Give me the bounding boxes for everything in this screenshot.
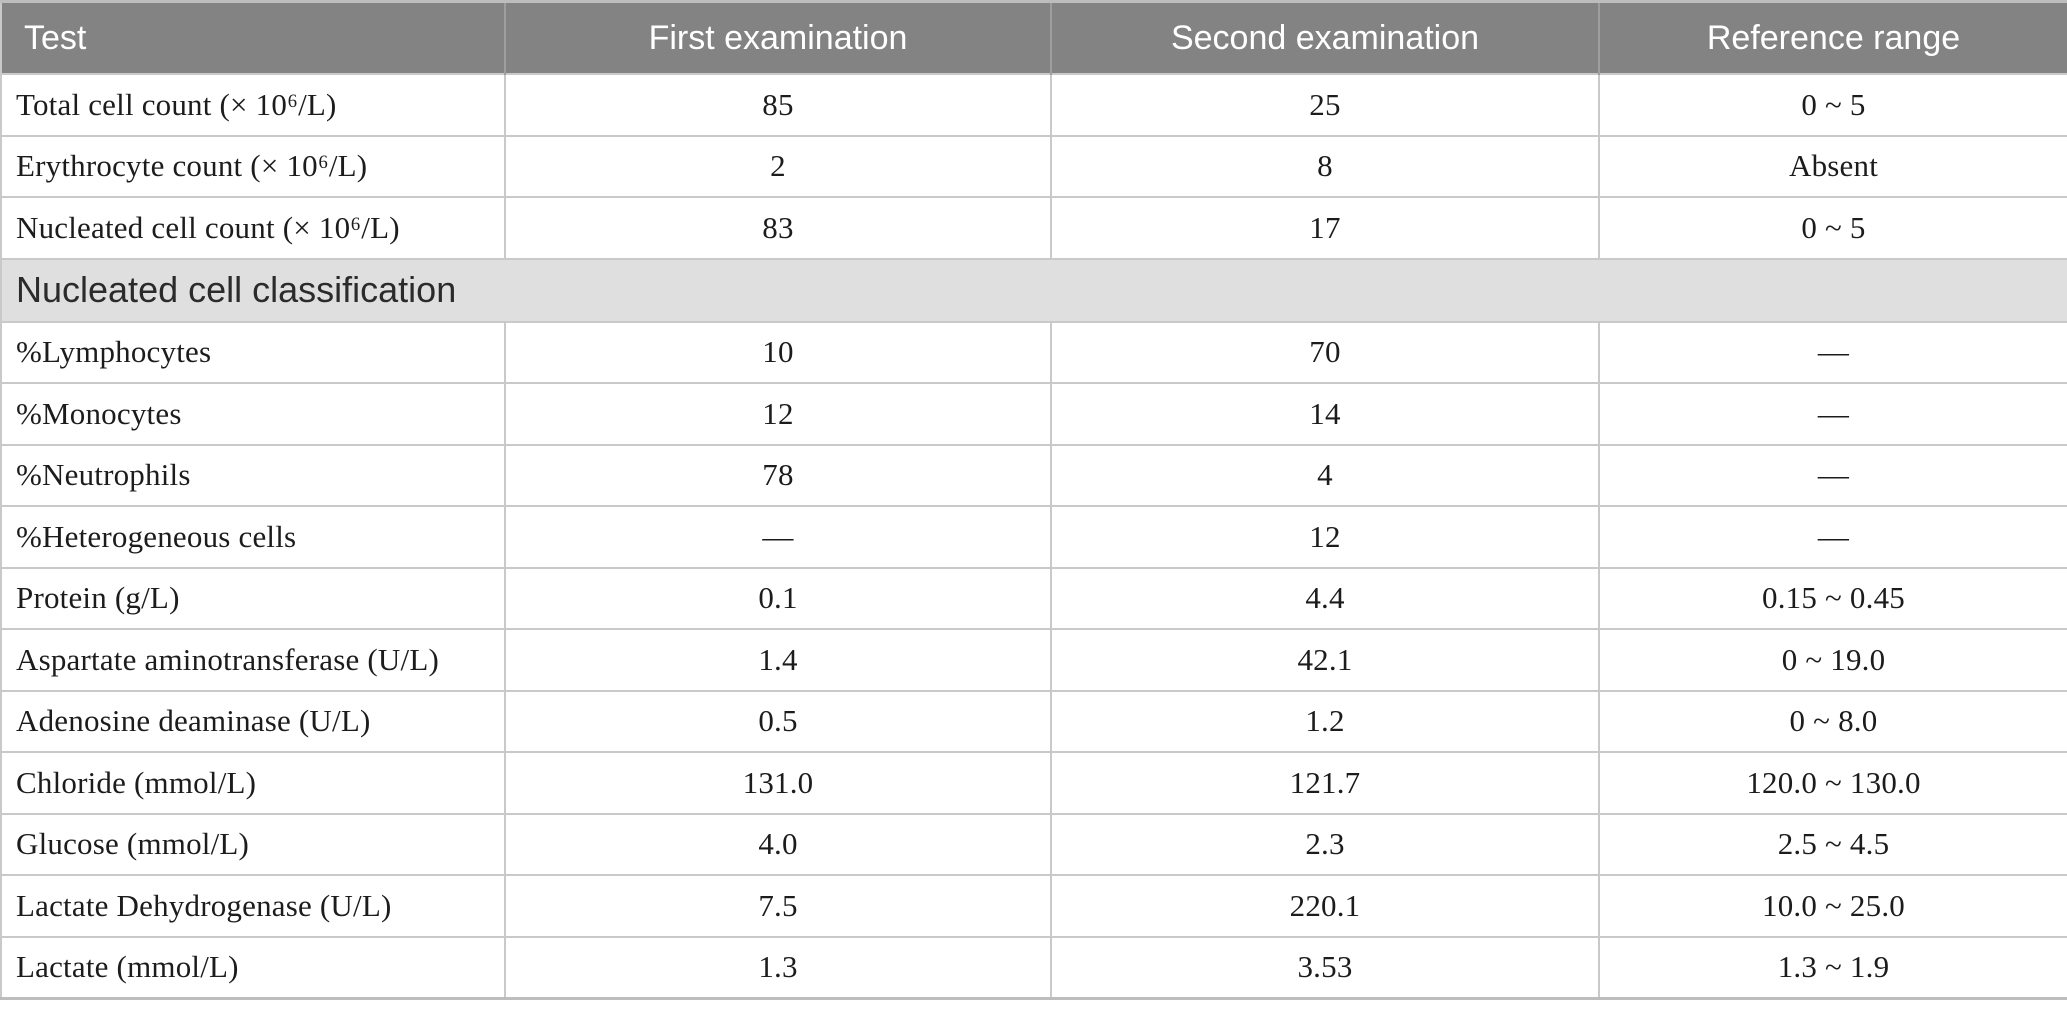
test-cell: Chloride (mmol/L) [0,751,506,815]
reference-range-cell: — [1598,505,2067,569]
second-examination-cell: 12 [1050,505,1600,569]
first-examination-cell: 1.3 [504,935,1052,1000]
first-examination-cell: 1.4 [504,628,1052,692]
table-row: Adenosine deaminase (U/L) 0.5 1.2 0 ~ 8.0 [0,689,2067,753]
second-examination-cell: 8 [1050,134,1600,198]
first-examination-cell: 12 [504,382,1052,446]
table-row: Protein (g/L) 0.1 4.4 0.15 ~ 0.45 [0,566,2067,630]
table-row: Total cell count (× 10⁶/L) 85 25 0 ~ 5 [0,73,2067,137]
reference-range-cell: 120.0 ~ 130.0 [1598,751,2067,815]
test-cell: Nucleated cell count (× 10⁶/L) [0,196,506,260]
first-examination-cell: 2 [504,134,1052,198]
second-examination-cell: 2.3 [1050,812,1600,876]
reference-range-cell: 0 ~ 19.0 [1598,628,2067,692]
test-cell: Glucose (mmol/L) [0,812,506,876]
table-body: Total cell count (× 10⁶/L) 85 25 0 ~ 5 Eryth… [0,73,2067,1000]
second-examination-cell: 4.4 [1050,566,1600,630]
test-cell: %Neutrophils [0,443,506,507]
reference-range-cell: 0 ~ 8.0 [1598,689,2067,753]
second-examination-cell: 14 [1050,382,1600,446]
first-examination-cell: 78 [504,443,1052,507]
table-row: Nucleated cell count (× 10⁶/L) 83 17 0 ~ 5 [0,196,2067,260]
test-cell: Aspartate aminotransferase (U/L) [0,628,506,692]
test-cell: Total cell count (× 10⁶/L) [0,73,506,137]
table-row: %Neutrophils 78 4— [0,443,2067,507]
second-examination-cell: 220.1 [1050,874,1600,938]
header-cell-second-examination: Second examination [1050,1,1599,74]
test-cell: %Lymphocytes [0,320,506,384]
reference-range-cell: 10.0 ~ 25.0 [1598,874,2067,938]
second-examination-cell: 17 [1050,196,1600,260]
section-header-cell: Nucleated cell classification [0,257,2067,323]
table-row: Glucose (mmol/L) 4.0 2.3 2.5 ~ 4.5 [0,812,2067,876]
table-row: Lactate (mmol/L) 1.3 3.53 1.3 ~ 1.9 [0,935,2067,1000]
reference-range-cell: 1.3 ~ 1.9 [1598,935,2067,1000]
table-row: Erythrocyte count (× 10⁶/L) 2 8 Absent [0,134,2067,198]
section-header-row: Nucleated cell classification [0,257,2067,323]
header-cell-test: Test [1,1,505,74]
first-examination-cell: 0.1 [504,566,1052,630]
first-examination-cell: 83 [504,196,1052,260]
test-cell: Lactate (mmol/L) [0,935,506,1000]
first-examination-cell: 10 [504,320,1052,384]
test-cell: Protein (g/L) [0,566,506,630]
reference-range-cell: 0.15 ~ 0.45 [1598,566,2067,630]
reference-range-cell: — [1598,443,2067,507]
first-examination-cell: 131.0 [504,751,1052,815]
first-examination-cell: 4.0 [504,812,1052,876]
header-cell-first-examination: First examination [504,1,1051,74]
table-row: %Lymphocytes 10 70— [0,320,2067,384]
reference-range-cell: — [1598,320,2067,384]
test-cell: Adenosine deaminase (U/L) [0,689,506,753]
reference-range-cell: 0 ~ 5 [1598,73,2067,137]
table-header: Test First examination Second examination R… [1,1,2067,74]
header-cell-reference-range: Reference range [1598,1,2067,74]
reference-range-cell: Absent [1598,134,2067,198]
test-cell: %Monocytes [0,382,506,446]
second-examination-cell: 25 [1050,73,1600,137]
reference-range-cell: 2.5 ~ 4.5 [1598,812,2067,876]
table-row: Aspartate aminotransferase (U/L) 1.4 42.1 0… [0,628,2067,692]
test-cell: %Heterogeneous cells [0,505,506,569]
second-examination-cell: 4 [1050,443,1600,507]
test-cell: Erythrocyte count (× 10⁶/L) [0,134,506,198]
first-examination-cell: 85 [504,73,1052,137]
test-cell: Lactate Dehydrogenase (U/L) [0,874,506,938]
first-examination-cell: — [504,505,1052,569]
second-examination-cell: 70 [1050,320,1600,384]
second-examination-cell: 3.53 [1050,935,1600,1000]
second-examination-cell: 42.1 [1050,628,1600,692]
reference-range-cell: — [1598,382,2067,446]
second-examination-cell: 1.2 [1050,689,1600,753]
first-examination-cell: 0.5 [504,689,1052,753]
table-row: Chloride (mmol/L) 131.0 121.7 120.0 ~ 130.0 [0,751,2067,815]
second-examination-cell: 121.7 [1050,751,1600,815]
table-header-row: Test First examination Second examination R… [1,1,2067,74]
table-row: Lactate Dehydrogenase (U/L) 7.5 220.1 10.0 … [0,874,2067,938]
reference-range-cell: 0 ~ 5 [1598,196,2067,260]
first-examination-cell: 7.5 [504,874,1052,938]
table-row: %Heterogeneous cells —12— [0,505,2067,569]
table-row: %Monocytes 12 14— [0,382,2067,446]
